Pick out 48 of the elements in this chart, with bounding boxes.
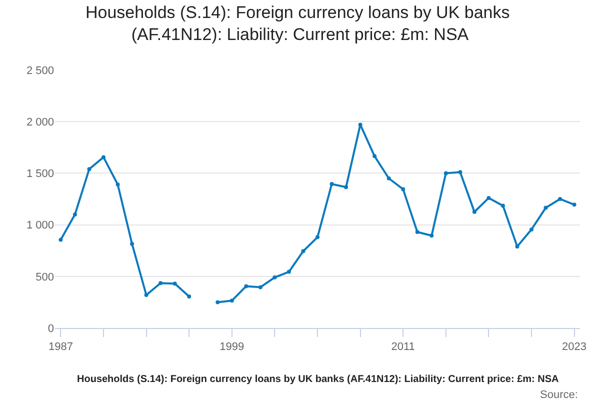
point <box>372 154 377 158</box>
y-tick-label: 1 500 <box>26 168 54 180</box>
point <box>330 182 334 186</box>
point <box>486 196 491 200</box>
point <box>386 176 391 180</box>
point <box>572 202 576 207</box>
point <box>301 249 306 254</box>
point <box>258 285 262 290</box>
point <box>316 235 320 240</box>
point <box>529 227 534 232</box>
point <box>158 281 163 286</box>
point <box>344 185 348 190</box>
text: Households (S.14): Foreign currency loans by UK banks (AF.41N12): Liability: Current price: £m: NSA <box>77 374 559 385</box>
point <box>401 187 406 192</box>
point <box>430 234 434 238</box>
point <box>500 204 505 208</box>
point <box>130 242 134 246</box>
point <box>472 210 476 214</box>
point <box>286 270 291 274</box>
point <box>544 206 548 210</box>
x-tick-label: 2011 <box>391 341 415 354</box>
point <box>144 292 148 297</box>
y-tick-label: 2 000 <box>26 116 54 128</box>
point <box>458 170 462 174</box>
point <box>187 294 192 299</box>
point <box>216 300 220 304</box>
point <box>358 122 362 127</box>
point <box>244 284 248 288</box>
point <box>58 238 63 242</box>
source-note: Source: <box>540 389 578 400</box>
point <box>415 230 420 234</box>
y-tick-label: 2 500 <box>26 64 54 77</box>
point <box>444 171 448 176</box>
x-tick-label: 2023 <box>562 341 587 354</box>
x-tick-label: 1987 <box>48 341 73 354</box>
point <box>72 212 77 216</box>
y-tick-label: 1 000 <box>26 220 54 232</box>
chart-title: Households (S.14): Foreign currency loans by UK banks (AF.41N12): Liability: Current price: £m: NSA <box>86 3 514 44</box>
point <box>558 197 562 201</box>
point <box>116 182 120 187</box>
point <box>87 167 92 172</box>
point <box>172 282 177 286</box>
y-tick-label: 500 <box>36 271 54 284</box>
x-tick-label: 1999 <box>220 341 244 354</box>
point <box>102 155 106 160</box>
point <box>230 298 234 303</box>
point <box>272 275 277 280</box>
y-tick-label: 0 <box>48 322 54 335</box>
